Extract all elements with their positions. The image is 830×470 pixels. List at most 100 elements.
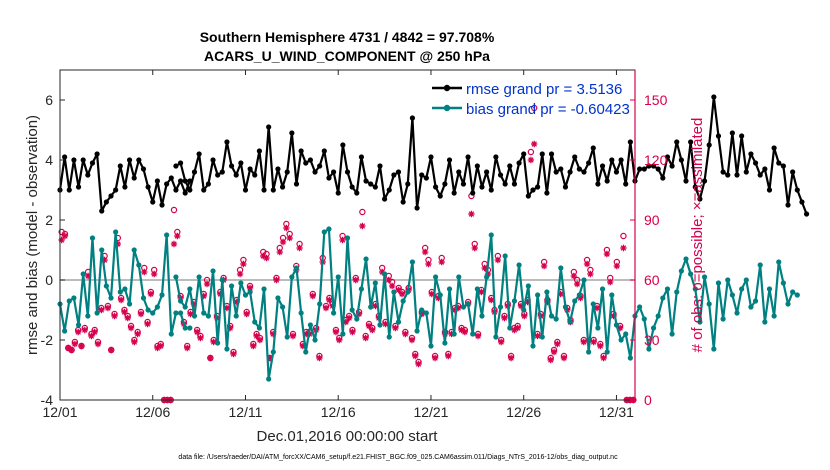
bias-point: [785, 301, 791, 307]
rmse-point: [205, 181, 211, 187]
rmse-point: [493, 154, 499, 160]
obs-assimilated-marker: [392, 324, 399, 332]
bias-point: [729, 292, 735, 298]
rmse-point: [99, 208, 105, 214]
obs-assimilated-mark: [243, 310, 250, 318]
obs-assimilated-mark: [273, 276, 280, 284]
bias-point: [683, 256, 689, 262]
plot-area: [60, 70, 635, 400]
bias-point: [771, 313, 777, 319]
rmse-point: [507, 163, 513, 169]
rmse-point: [734, 172, 740, 178]
obs-assimilated-marker: [514, 324, 521, 332]
bias-point: [270, 349, 276, 355]
obs-assimilated-mark: [445, 352, 452, 360]
rmse-point: [177, 160, 184, 166]
rmse-point: [261, 187, 267, 193]
obs-assimilated-mark: [150, 270, 158, 278]
rmse-point: [572, 154, 578, 160]
obs-assimilated-mark: [117, 296, 125, 304]
rmse-point: [595, 181, 601, 187]
obs-assimilated-mark: [587, 270, 594, 278]
obs-assimilated-marker: [577, 294, 584, 302]
bias-point: [739, 286, 745, 292]
bias-point: [381, 271, 388, 277]
obs-assimilated-marker: [78, 342, 85, 350]
obs-assimilated-mark: [497, 338, 505, 346]
rmse-point: [599, 163, 606, 169]
footnote: data file: /Users/raeder/DAI/ATM_forcXX/…: [178, 454, 618, 461]
obs-assimilated-mark: [144, 320, 151, 328]
x-tick-label: 12/26: [506, 404, 541, 420]
rmse-point: [400, 199, 406, 205]
obs-assimilated-marker: [276, 248, 283, 256]
obs-assimilated-mark: [365, 322, 373, 330]
rmse-point: [456, 169, 462, 175]
bias-point: [349, 307, 355, 313]
rmse-point: [275, 166, 281, 172]
obs-assimilated-marker: [263, 254, 270, 262]
obs-assimilated-mark: [283, 224, 290, 232]
obs-assimilated-marker: [84, 272, 92, 280]
bias-point: [646, 346, 652, 352]
rmse-point: [502, 181, 508, 187]
obs-assimilated-marker: [187, 310, 194, 318]
rmse-point: [446, 157, 453, 163]
rmse-point: [470, 190, 476, 196]
obs-assimilated-mark: [359, 222, 366, 230]
obs-assimilated-marker: [415, 360, 422, 368]
obs-assimilated-mark: [385, 276, 393, 284]
rmse-point: [613, 169, 620, 175]
rmse-point: [363, 178, 369, 184]
rmse-point: [748, 151, 754, 157]
obs-assimilated-mark: [81, 326, 88, 334]
obs-assimilated-mark: [68, 346, 75, 354]
rmse-point: [701, 178, 708, 184]
obs-assimilated-marker: [362, 334, 369, 342]
bias-point: [164, 232, 170, 238]
rmse-point: [191, 169, 198, 175]
rmse-point: [525, 193, 531, 199]
obs-assimilated-marker: [573, 280, 581, 288]
obs-assimilated-marker: [193, 328, 201, 336]
obs-assimilated-mark: [531, 140, 538, 148]
obs-assimilated-mark: [336, 336, 343, 344]
bias-point: [706, 301, 712, 307]
rmse-point: [539, 151, 545, 157]
rmse-point: [210, 157, 216, 163]
obs-assimilated-marker: [497, 338, 505, 346]
bias-point: [340, 331, 346, 337]
rmse-point: [544, 190, 550, 196]
rmse-point: [692, 184, 698, 190]
rmse-point: [678, 157, 684, 163]
obs-assimilated-marker: [154, 344, 161, 352]
rmse-point: [521, 151, 527, 157]
bias-point: [692, 286, 698, 292]
obs-assimilated-mark: [71, 340, 79, 348]
rmse-point: [479, 184, 485, 190]
obs-assimilated-marker: [613, 262, 621, 270]
rmse-point: [395, 169, 402, 175]
obs-assimilated-marker: [600, 354, 607, 362]
rmse-point: [409, 115, 416, 121]
obs-assimilated-marker: [435, 294, 442, 302]
y-left-tick-label: 0: [45, 272, 53, 288]
obs-assimilated-mark: [378, 268, 386, 276]
obs-assimilated-mark: [474, 332, 482, 340]
obs-assimilated-mark: [560, 354, 568, 362]
rmse-point: [562, 184, 569, 190]
bias-point: [715, 280, 722, 286]
bias-point: [335, 274, 341, 280]
obs-assimilated-marker: [550, 348, 558, 356]
bias-point: [688, 271, 694, 277]
rmse-point: [623, 181, 629, 187]
obs-assimilated-mark: [600, 354, 607, 362]
obs-assimilated-marker: [203, 280, 211, 288]
obs-assimilated-mark: [279, 238, 287, 246]
obs-assimilated-marker: [236, 270, 244, 278]
bias-point: [734, 310, 740, 316]
obs-assimilated-mark: [154, 344, 161, 352]
obs-assimilated-marker: [494, 256, 502, 264]
bias-point: [516, 262, 522, 268]
obs-assimilated-mark: [256, 336, 264, 344]
